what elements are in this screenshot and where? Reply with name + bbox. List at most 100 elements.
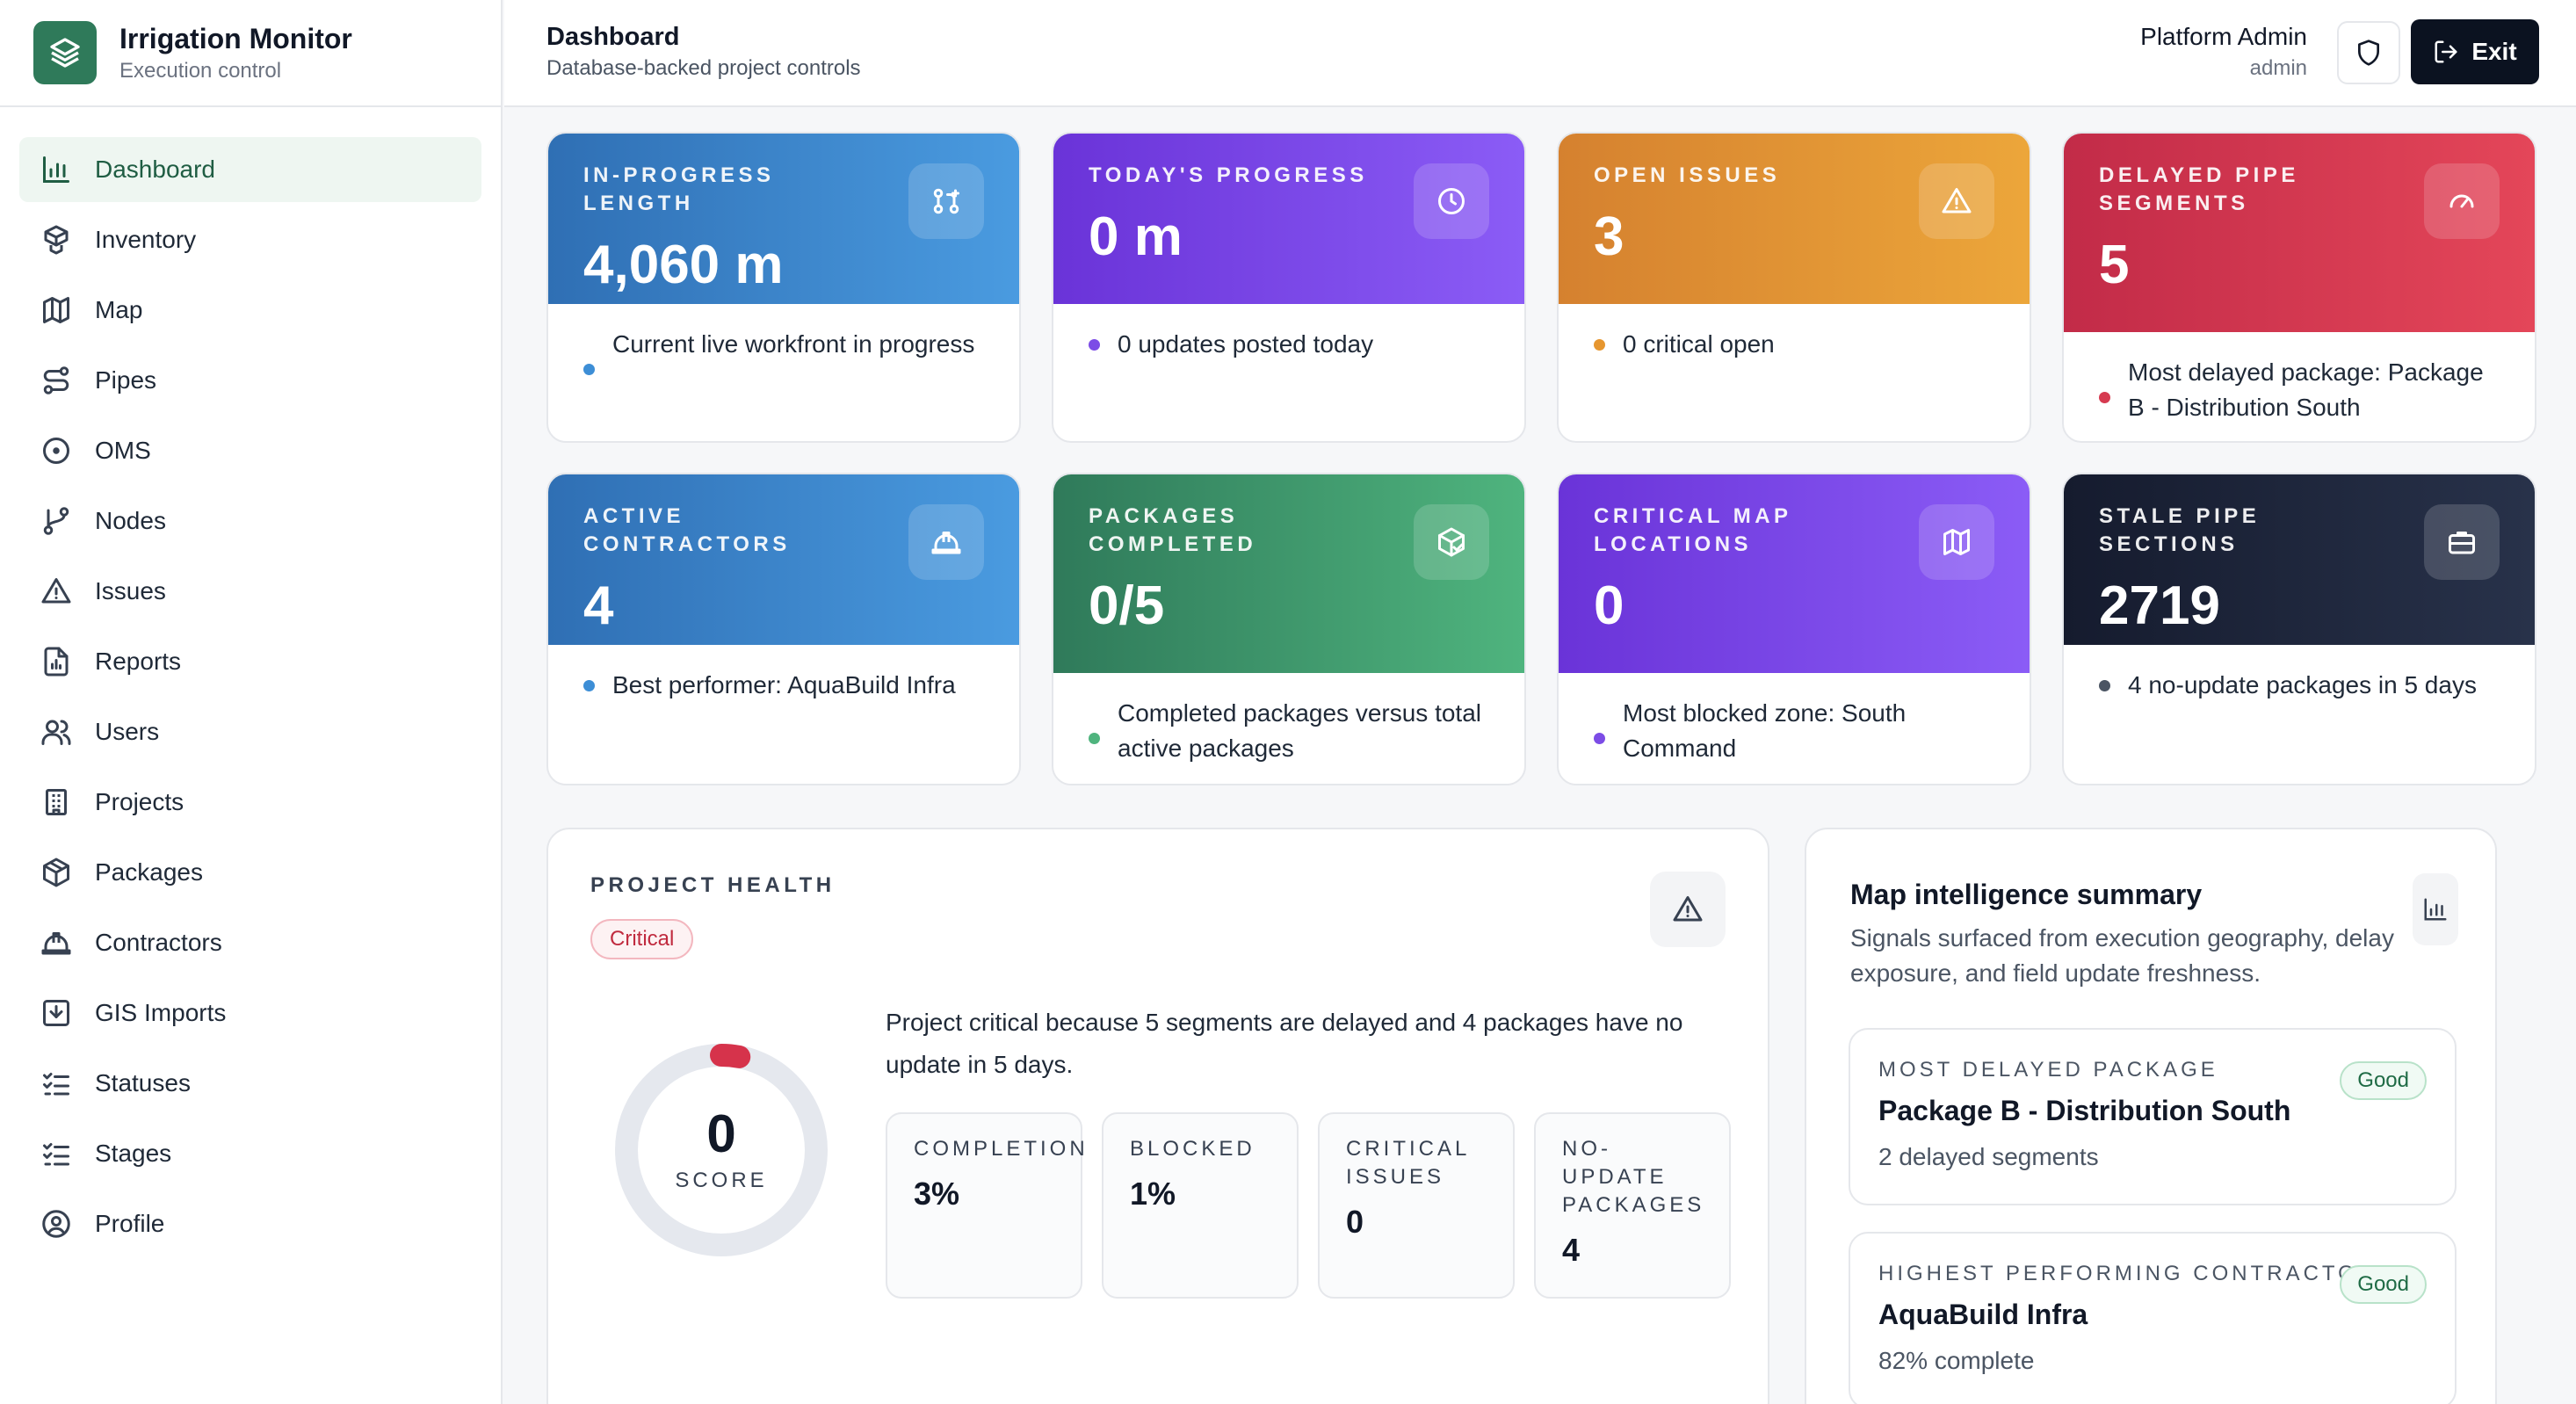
kpi-label: Critical map locations	[1594, 504, 1792, 556]
sidebar-item-label: Pipes	[95, 366, 157, 394]
kpi-footer: 0 critical open	[1559, 304, 2030, 362]
sidebar-item-label: Dashboard	[95, 156, 215, 183]
brand[interactable]: Irrigation Monitor Execution control	[0, 0, 501, 107]
bar-chart-icon[interactable]	[2413, 873, 2458, 945]
kpi-footer-text: Most delayed package: Package B - Distri…	[2128, 358, 2484, 421]
card-label: Highest performing contractor	[1878, 1262, 2377, 1285]
sidebar-item-label: Packages	[95, 858, 203, 886]
sidebar-item-label: Nodes	[95, 507, 166, 534]
page-title: Dashboard	[546, 23, 680, 51]
kpi-value: 5	[2099, 235, 2130, 295]
status-dot	[1594, 733, 1605, 744]
kpi-label: Today's progress	[1089, 163, 1368, 187]
sidebar: Irrigation Monitor Execution control Das…	[0, 0, 503, 1404]
top-contractor-card[interactable]: Highest performing contractor AquaBuild …	[1849, 1232, 2457, 1404]
stat-completion: Completion 3%	[886, 1112, 1089, 1299]
kpi-footer: 0 updates posted today	[1053, 304, 1524, 362]
shield-icon	[2358, 40, 2379, 66]
sidebar-item-label: Projects	[95, 788, 185, 815]
sidebar-item-oms[interactable]: OMS	[19, 418, 481, 483]
sidebar-item-statuses[interactable]: Statuses	[19, 1051, 481, 1116]
stat-no-update-packages: No-update packages 4	[1534, 1112, 1731, 1299]
list-checks-icon	[43, 1073, 69, 1096]
admin-shield-button[interactable]	[2337, 21, 2400, 84]
list-checks-icon	[43, 1143, 69, 1166]
sidebar-item-pipes[interactable]: Pipes	[19, 348, 481, 413]
kpi-value: 0/5	[1089, 575, 1165, 636]
sidebar-item-issues[interactable]: Issues	[19, 559, 481, 624]
sidebar-item-label: GIS Imports	[95, 999, 227, 1026]
sidebar-item-packages[interactable]: Packages	[19, 840, 481, 905]
kpi-delayed-pipe-segments[interactable]: Delayed pipe segments 5 Most delayed pac…	[2062, 132, 2536, 443]
kpi-stale-pipe-sections[interactable]: Stale pipe sections 2719 4 no-update pac…	[2062, 473, 2536, 785]
status-dot	[583, 680, 595, 691]
kpi-label: Active contractors	[583, 504, 791, 556]
sidebar-item-label: Users	[95, 718, 160, 745]
sidebar-item-stages[interactable]: Stages	[19, 1121, 481, 1186]
top-bar: Dashboard Database-backed project contro…	[504, 0, 2576, 107]
project-health-card: PROJECT HEALTH Critical 0 SCORE Project …	[546, 828, 1769, 1404]
stat-blocked: Blocked 1%	[1102, 1112, 1299, 1299]
download-icon	[43, 1000, 69, 1026]
stat-label: Critical issues	[1346, 1137, 1470, 1189]
sidebar-item-nodes[interactable]: Nodes	[19, 489, 481, 554]
kpi-label: Open issues	[1594, 163, 1781, 187]
sidebar-item-profile[interactable]: Profile	[19, 1191, 481, 1256]
sidebar-item-label: Map	[95, 296, 143, 323]
map-intelligence-card: Map intelligence summary Signals surface…	[1805, 828, 2497, 1404]
kpi-footer-text: Most blocked zone: South Command	[1623, 699, 1907, 762]
kpi-active-contractors[interactable]: Active contractors 4 Best performer: Aqu…	[546, 473, 1021, 785]
sidebar-item-gis-imports[interactable]: GIS Imports	[19, 981, 481, 1046]
file-chart-icon	[44, 647, 69, 677]
sidebar-item-inventory[interactable]: Inventory	[19, 207, 481, 272]
kpi-value: 3	[1594, 206, 1624, 267]
exit-button[interactable]: Exit	[2411, 19, 2539, 84]
kpi-footer-text: 0 updates posted today	[1118, 330, 1374, 358]
sidebar-item-label: Inventory	[95, 226, 197, 253]
kpi-critical-map-locations[interactable]: Critical map locations 0 Most blocked zo…	[1557, 473, 2031, 785]
sidebar-item-projects[interactable]: Projects	[19, 770, 481, 835]
stat-label: Completion	[914, 1137, 1089, 1161]
route-icon	[43, 366, 69, 394]
sidebar-item-users[interactable]: Users	[19, 699, 481, 764]
project-health-label: PROJECT HEALTH	[590, 873, 836, 897]
kpi-label: Packages completed	[1089, 504, 1257, 556]
kpi-header: Active contractors 4	[548, 474, 1019, 645]
kpi-header: Stale pipe sections 2719	[2064, 474, 2535, 645]
alert-triangle-icon[interactable]	[1650, 872, 1726, 947]
bar-chart-icon	[43, 156, 69, 183]
user-name: Platform Admin	[2140, 23, 2307, 50]
sidebar-item-map[interactable]: Map	[19, 278, 481, 343]
card-subtitle: 82% complete	[1878, 1347, 2035, 1374]
map-icon	[43, 297, 69, 323]
status-badge: Good	[2340, 1265, 2427, 1304]
status-dot	[1089, 339, 1100, 351]
user-role: admin	[2249, 56, 2307, 80]
alert-triangle-icon	[41, 578, 71, 604]
sidebar-item-label: Reports	[95, 648, 182, 675]
sidebar-item-contractors[interactable]: Contractors	[19, 910, 481, 975]
kpi-label: Delayed pipe segments	[2099, 163, 2299, 215]
most-delayed-package-card[interactable]: Most delayed package Package B - Distrib…	[1849, 1028, 2457, 1205]
kpi-value: 0	[1594, 575, 1624, 636]
kpi-open-issues[interactable]: Open issues 3 0 critical open	[1557, 132, 2031, 443]
sidebar-item-reports[interactable]: Reports	[19, 629, 481, 694]
kpi-footer-text: 4 no-update packages in 5 days	[2128, 671, 2477, 698]
card-label: Most delayed package	[1878, 1058, 2218, 1082]
sidebar-item-label: OMS	[95, 437, 151, 464]
sidebar-item-label: Issues	[95, 577, 166, 604]
kpi-packages-completed[interactable]: Packages completed 0/5 Completed package…	[1052, 473, 1526, 785]
users-icon	[41, 720, 71, 745]
stat-value: 3%	[914, 1176, 960, 1212]
kpi-footer-text: 0 critical open	[1623, 330, 1775, 358]
card-title: AquaBuild Infra	[1878, 1299, 2088, 1330]
kpi-in-progress-length[interactable]: In-progress length 4,060 m Current live …	[546, 132, 1021, 443]
sidebar-item-dashboard[interactable]: Dashboard	[19, 137, 481, 202]
clock-icon	[1414, 163, 1489, 239]
brand-subtitle: Execution control	[119, 59, 282, 83]
page-subtitle: Database-backed project controls	[546, 56, 861, 80]
log-out-icon	[2435, 40, 2457, 63]
kpi-todays-progress[interactable]: Today's progress 0 m 0 updates posted to…	[1052, 132, 1526, 443]
layers-icon	[33, 21, 97, 84]
kpi-footer: Best performer: AquaBuild Infra	[548, 645, 1019, 703]
